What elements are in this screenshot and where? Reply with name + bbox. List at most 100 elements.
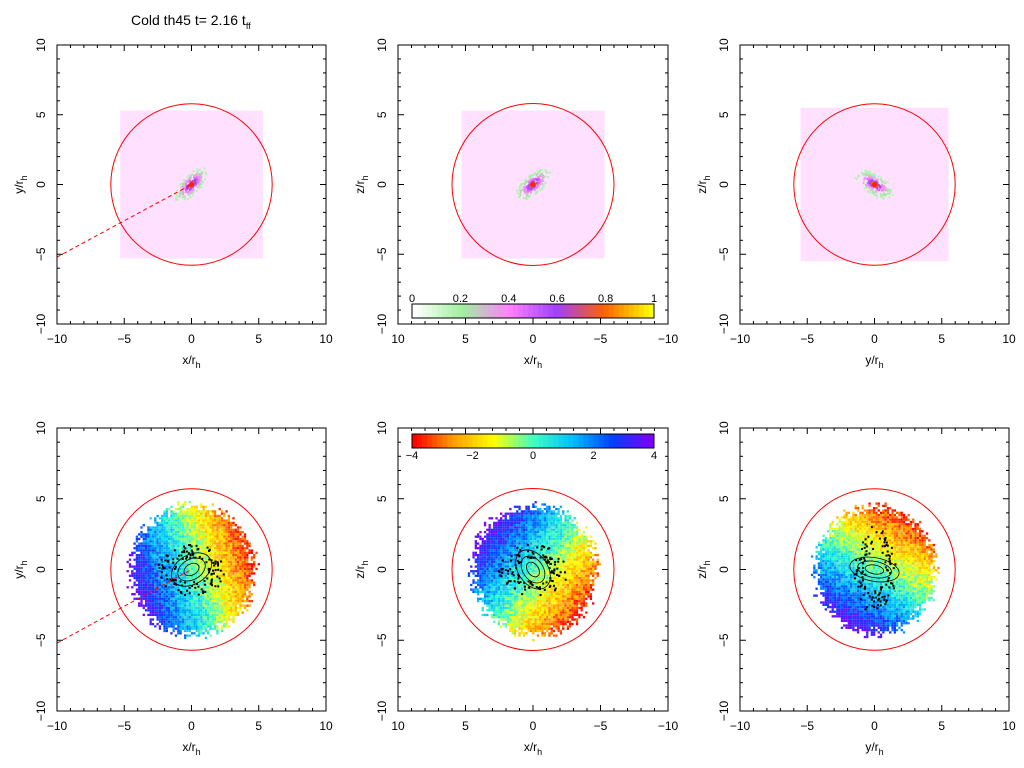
velocity-cell <box>502 586 505 589</box>
density-cell <box>542 179 545 182</box>
velocity-cell <box>234 574 237 577</box>
velocity-cell <box>536 519 540 522</box>
velocity-cell <box>230 593 233 596</box>
velocity-cell <box>511 547 514 550</box>
velocity-cell <box>481 572 484 575</box>
velocity-cell <box>239 560 242 564</box>
velocity-cell <box>502 544 505 548</box>
velocity-cell <box>156 618 159 621</box>
velocity-cell <box>509 618 512 621</box>
velocity-cell <box>179 595 182 598</box>
velocity-cell <box>133 542 136 545</box>
velocity-cell <box>511 595 514 598</box>
velocity-cell <box>520 622 523 626</box>
velocity-cell <box>236 583 240 587</box>
velocity-cell <box>234 553 237 557</box>
velocity-cell <box>174 609 178 612</box>
velocity-cell <box>218 553 221 557</box>
velocity-cell <box>135 576 139 580</box>
velocity-cell <box>516 620 519 623</box>
velocity-cell <box>509 593 512 596</box>
velocity-cell <box>481 565 484 568</box>
x-tick-label: 0 <box>188 332 195 346</box>
velocity-cell <box>239 579 242 582</box>
density-cell <box>862 181 865 184</box>
velocity-cell <box>202 588 205 591</box>
velocity-cell <box>165 604 168 607</box>
velocity-cell <box>243 563 247 566</box>
velocity-cell <box>177 565 180 568</box>
velocity-cell <box>520 542 523 545</box>
velocity-cell <box>513 544 517 548</box>
velocity-cell <box>184 622 187 626</box>
velocity-cell <box>532 530 535 534</box>
velocity-cell <box>234 530 237 534</box>
velocity-cell <box>163 517 166 520</box>
velocity-cell <box>200 505 203 508</box>
velocity-cell <box>144 590 148 594</box>
velocity-cell <box>135 590 139 594</box>
velocity-cell <box>188 572 191 575</box>
velocity-cell <box>190 512 194 515</box>
velocity-cell <box>488 609 491 612</box>
velocity-cell <box>202 510 205 513</box>
velocity-cell <box>193 620 196 623</box>
velocity-cell <box>506 620 510 623</box>
velocity-cell <box>172 526 175 529</box>
velocity-cell <box>511 524 514 527</box>
velocity-cell <box>525 616 528 619</box>
velocity-cell <box>204 593 208 596</box>
velocity-cell <box>239 565 242 568</box>
velocity-cell <box>142 565 145 568</box>
velocity-cell <box>184 540 187 543</box>
velocity-cell <box>167 533 171 536</box>
velocity-cell <box>213 593 217 596</box>
velocity-cell <box>467 574 471 577</box>
velocity-cell <box>490 586 494 589</box>
velocity-cell <box>181 618 185 621</box>
velocity-cell <box>220 606 224 610</box>
velocity-cell <box>161 556 164 559</box>
velocity-cell <box>241 565 244 568</box>
density-cell <box>871 182 874 185</box>
velocity-cell <box>158 572 162 575</box>
velocity-cell <box>216 632 219 635</box>
velocity-cell <box>539 517 542 520</box>
velocity-cell <box>241 535 244 538</box>
velocity-cell <box>200 553 203 557</box>
contour-particle <box>183 545 186 548</box>
velocity-cell <box>163 565 166 568</box>
velocity-cell <box>497 549 500 552</box>
velocity-cell <box>536 553 540 557</box>
velocity-cell <box>523 551 526 554</box>
velocity-cell <box>223 576 226 580</box>
velocity-cell <box>218 604 221 607</box>
velocity-cell <box>534 547 537 550</box>
density-cell <box>539 170 542 173</box>
velocity-cell <box>493 606 496 610</box>
velocity-cell <box>516 510 519 513</box>
velocity-cell <box>149 528 152 531</box>
velocity-cell <box>220 553 224 557</box>
velocity-cell <box>202 530 205 534</box>
contour-particle <box>183 550 186 553</box>
velocity-cell <box>529 625 533 628</box>
velocity-cell <box>243 572 247 575</box>
velocity-cell <box>218 565 221 568</box>
velocity-cell <box>493 576 496 580</box>
velocity-cell <box>516 583 519 587</box>
velocity-cell <box>193 549 196 552</box>
velocity-cell <box>500 519 503 522</box>
velocity-cell <box>195 574 198 577</box>
velocity-cell <box>165 620 168 623</box>
velocity-cell <box>506 542 510 545</box>
x-tick-label: 5 <box>255 332 262 346</box>
velocity-cell <box>232 602 235 605</box>
velocity-cell <box>234 597 237 600</box>
velocity-cell <box>527 517 530 520</box>
velocity-cell <box>486 586 489 589</box>
velocity-cell <box>243 599 247 603</box>
velocity-cell <box>202 627 205 630</box>
velocity-cell <box>246 595 249 598</box>
